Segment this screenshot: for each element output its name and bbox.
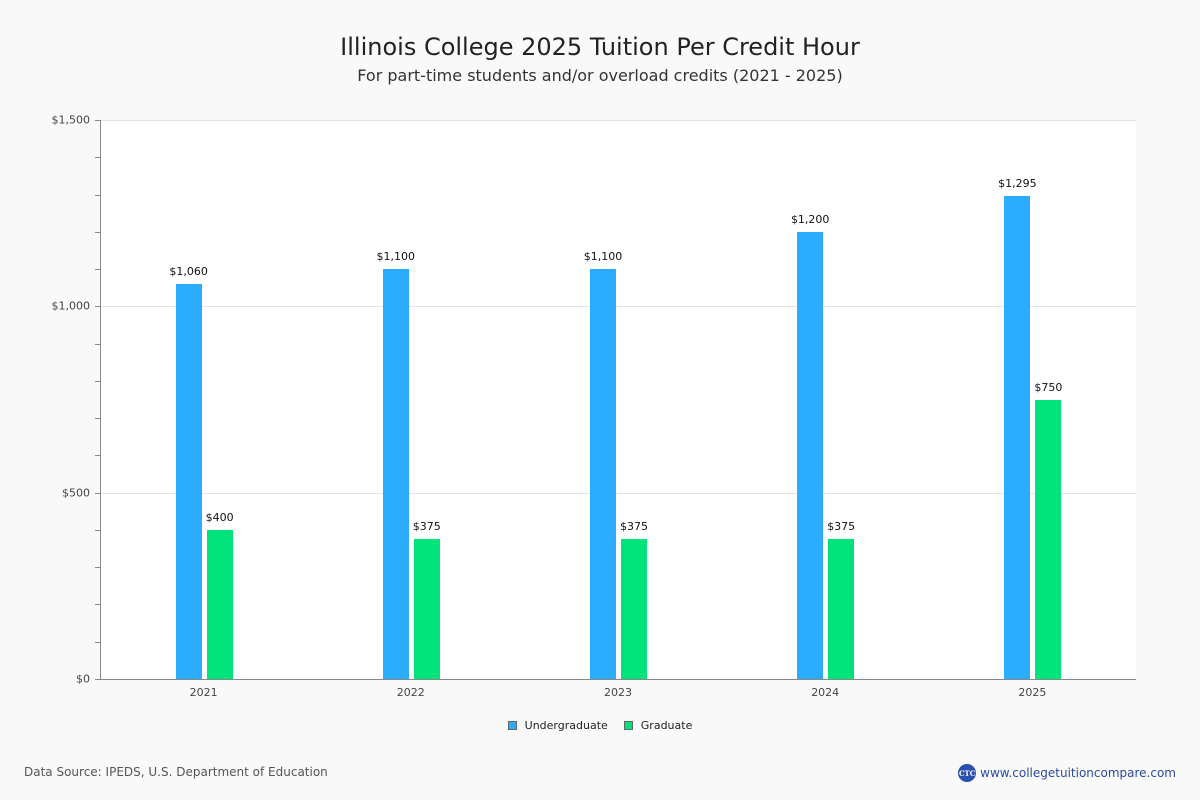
x-axis-line [100, 679, 1136, 680]
bar-value-label: $1,100 [583, 250, 623, 264]
chart-subtitle: For part-time students and/or overload c… [357, 66, 843, 85]
x-tick-label: 2023 [604, 686, 632, 699]
y-tick [95, 493, 100, 494]
brand-url: www.collegetuitioncompare.com [980, 766, 1176, 780]
bar-value-label: $375 [827, 520, 856, 534]
bar-value-label: $1,060 [169, 264, 208, 278]
plot-area [100, 120, 1136, 679]
bar-undergraduate-2025[interactable] [1004, 196, 1031, 679]
x-tick-label: 2025 [1018, 686, 1047, 699]
bar-graduate-2025[interactable] [1035, 399, 1062, 679]
legend-label: Undergraduate [524, 719, 608, 732]
y-tick [95, 157, 100, 158]
legend-item-undergraduate[interactable]: Undergraduate [507, 719, 608, 732]
gridline [100, 492, 1136, 494]
bar-value-label: $750 [1034, 380, 1063, 394]
bar-value-label: $375 [412, 520, 441, 534]
y-tick [95, 642, 100, 643]
bar-graduate-2021[interactable] [206, 529, 233, 679]
chart-title: Illinois College 2025 Tuition Per Credit… [340, 33, 860, 61]
x-tick-label: 2022 [396, 686, 425, 699]
y-tick [95, 530, 100, 531]
y-tick [95, 679, 100, 680]
y-tick [95, 344, 100, 345]
y-tick [95, 195, 100, 196]
legend: Undergraduate Graduate [0, 719, 1200, 732]
y-tick [95, 120, 100, 121]
y-tick-label: $0 [76, 672, 90, 686]
bar-value-label: $1,100 [376, 250, 416, 264]
y-tick [95, 269, 100, 270]
y-tick [95, 455, 100, 456]
bar-undergraduate-2021[interactable] [175, 283, 202, 679]
undergraduate-swatch-icon [507, 721, 517, 730]
bar-value-label: $1,295 [998, 177, 1037, 191]
bar-undergraduate-2022[interactable] [382, 269, 409, 679]
y-tick-label: $500 [62, 486, 90, 500]
gridline [100, 120, 1136, 121]
y-axis-line [100, 120, 101, 680]
x-tick-label: 2021 [189, 686, 218, 699]
y-tick [95, 604, 100, 605]
brand-link[interactable]: CTC www.collegetuitioncompare.com [958, 764, 1176, 782]
bar-undergraduate-2024[interactable] [797, 231, 824, 679]
bar-graduate-2023[interactable] [621, 539, 647, 679]
y-tick-label: $1,500 [51, 113, 91, 127]
ctc-logo-icon: CTC [958, 764, 977, 782]
bar-graduate-2022[interactable] [413, 539, 440, 679]
gridline [100, 306, 1136, 308]
graduate-swatch-icon [623, 721, 633, 730]
y-tick [95, 306, 100, 307]
x-tick-label: 2024 [811, 686, 840, 699]
data-source: Data Source: IPEDS, U.S. Department of E… [24, 765, 328, 779]
bar-graduate-2024[interactable] [828, 539, 855, 679]
bar-undergraduate-2023[interactable] [590, 269, 616, 679]
y-tick [95, 567, 100, 568]
y-tick [95, 418, 100, 419]
y-tick-label: $1,000 [51, 299, 91, 313]
bar-value-label: $1,200 [790, 212, 830, 226]
bar-value-label: $375 [620, 520, 648, 534]
bar-value-label: $400 [205, 510, 234, 524]
legend-item-graduate[interactable]: Graduate [623, 719, 693, 732]
legend-label: Graduate [640, 719, 693, 732]
y-tick [95, 381, 100, 382]
y-tick [95, 232, 100, 233]
